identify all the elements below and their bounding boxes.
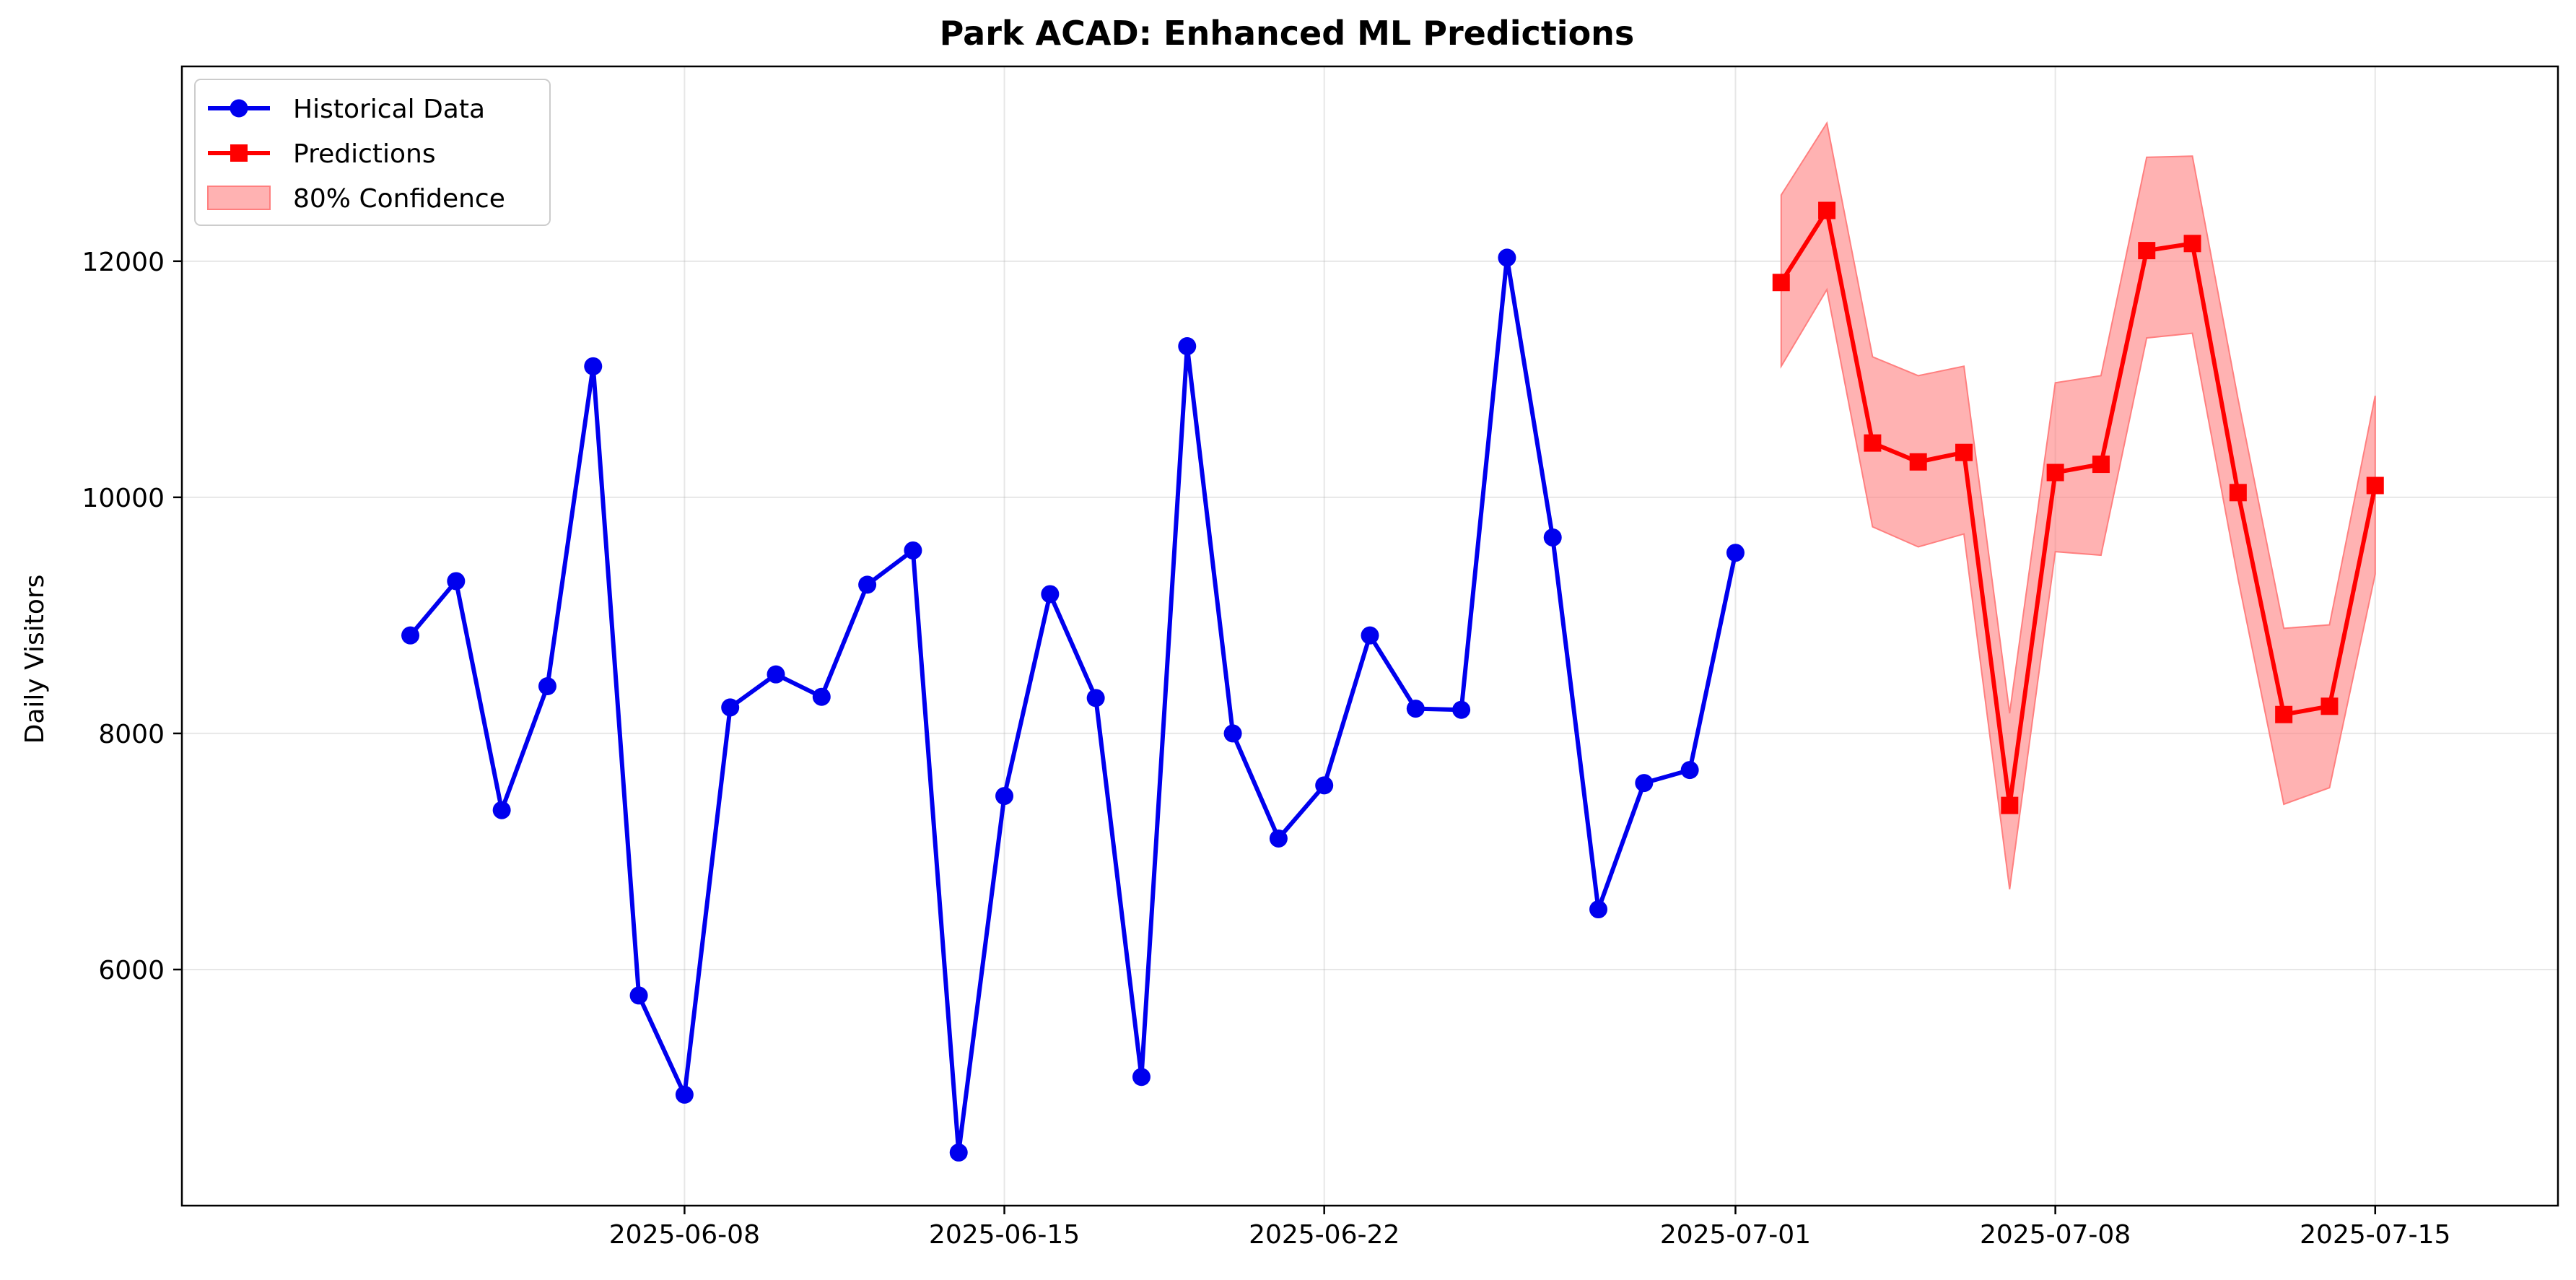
legend-box — [194, 79, 551, 226]
prediction-point — [2183, 235, 2201, 253]
y-tick-label: 10000 — [82, 484, 165, 513]
y-axis-label: Daily Visitors — [20, 575, 50, 744]
historical-point — [401, 626, 420, 645]
historical-point — [812, 687, 831, 706]
historical-point — [538, 676, 556, 695]
x-tick-label: 2025-07-15 — [2300, 1220, 2450, 1250]
historical-point — [1726, 544, 1745, 562]
historical-point — [858, 575, 877, 594]
legend-label: Predictions — [293, 139, 436, 169]
y-tick-label: 6000 — [98, 956, 165, 985]
prediction-point — [2092, 456, 2110, 474]
historical-point — [1680, 761, 1699, 780]
historical-point — [949, 1143, 968, 1162]
prediction-point — [2229, 484, 2247, 502]
historical-point — [1406, 700, 1425, 718]
legend-label: Historical Data — [293, 95, 485, 124]
historical-point — [1498, 248, 1516, 267]
historical-point — [1086, 689, 1105, 708]
prediction-point — [2001, 796, 2019, 814]
legend-marker-square — [230, 144, 248, 162]
legend-marker-circle — [230, 99, 248, 118]
y-tick-label: 8000 — [98, 720, 165, 749]
historical-point — [1315, 776, 1334, 795]
historical-point — [767, 665, 785, 684]
historical-point — [1361, 626, 1379, 645]
historical-point — [1635, 774, 1654, 793]
historical-point — [675, 1085, 694, 1104]
historical-point — [1589, 900, 1608, 919]
prediction-point — [1955, 443, 1973, 461]
historical-point — [1223, 724, 1242, 743]
historical-point — [492, 801, 511, 819]
x-tick-label: 2025-06-08 — [609, 1220, 760, 1250]
x-tick-label: 2025-07-01 — [1660, 1220, 1811, 1250]
prediction-point — [1772, 274, 1790, 292]
historical-point — [1041, 585, 1060, 604]
y-tick-label: 12000 — [82, 248, 165, 277]
historical-point — [1543, 528, 1562, 547]
prediction-point — [2320, 697, 2339, 715]
prediction-point — [2366, 476, 2384, 495]
series-layer — [401, 201, 2384, 1162]
x-tick-label: 2025-06-22 — [1249, 1220, 1400, 1250]
prediction-point — [2138, 242, 2156, 260]
historical-point — [584, 357, 603, 375]
confidence-band — [1780, 121, 2376, 889]
historical-point — [629, 986, 648, 1005]
prediction-point — [2046, 463, 2064, 482]
historical-point — [1132, 1068, 1151, 1087]
legend: Historical Data Predictions 80% Confidence — [194, 79, 551, 226]
chart-title: Park ACAD: Enhanced ML Predictions — [940, 14, 1635, 53]
x-tick-label: 2025-07-08 — [1980, 1220, 2131, 1250]
historical-point — [904, 541, 922, 560]
historical-point — [1269, 829, 1288, 848]
prediction-point — [1909, 453, 1927, 471]
legend-swatch-confidence — [207, 186, 271, 210]
historical-point — [995, 787, 1014, 806]
prediction-point — [2275, 705, 2293, 723]
axis-layer: 2025-06-08 2025-06-15 2025-06-22 2025-07-01… — [82, 65, 2559, 1250]
prediction-point — [1818, 201, 1836, 219]
historical-point — [447, 572, 466, 591]
legend-label: 80% Confidence — [293, 184, 505, 214]
prediction-point — [1864, 434, 1882, 452]
series-line-0 — [409, 255, 1738, 1155]
plot-frame — [180, 65, 2559, 1207]
historical-point — [1452, 700, 1471, 719]
x-tick-label: 2025-06-15 — [929, 1220, 1080, 1250]
historical-point — [721, 698, 740, 717]
confidence-band-layer — [1780, 121, 2376, 889]
historical-point — [1178, 337, 1197, 356]
